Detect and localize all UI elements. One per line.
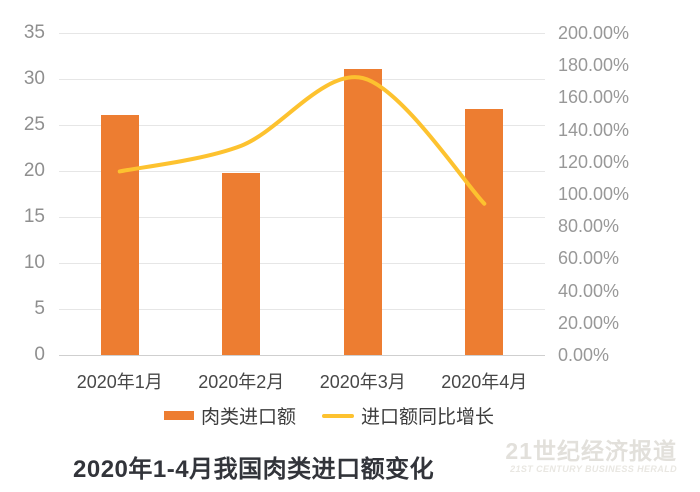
gridline: [59, 263, 545, 264]
left-axis-tick: 20: [23, 160, 45, 181]
gridline: [59, 217, 545, 218]
right-axis-tick: 200.00%: [558, 23, 630, 43]
right-axis-tick: 0.00%: [558, 345, 610, 365]
line-swatch-icon: [322, 413, 355, 418]
right-axis-tick: 140.00%: [558, 119, 630, 140]
gridline: [59, 79, 545, 80]
bar-2: [222, 172, 261, 355]
x-axis-label: 2020年4月: [441, 372, 528, 392]
x-axis-label: 2020年1月: [76, 372, 163, 392]
right-axis-tick: 60.00%: [558, 248, 620, 269]
watermark-main-text: 21世纪经济报道: [505, 438, 677, 464]
left-axis-tick: 30: [23, 68, 45, 89]
x-axis-label: 2020年2月: [198, 372, 285, 392]
chart-title: 2020年1-4月我国肉类进口额变化: [73, 456, 435, 483]
legend-label-bar: 肉类进口额: [201, 407, 297, 428]
right-axis-tick: 20.00%: [558, 312, 620, 333]
trend-line: [117, 75, 487, 206]
left-axis-tick: 25: [23, 114, 45, 135]
bar-1: [100, 114, 139, 355]
left-axis-tick: 15: [23, 206, 45, 227]
right-axis-tick: 100.00%: [558, 184, 630, 204]
bar-swatch-icon: [164, 411, 194, 420]
bar-3: [343, 68, 382, 355]
left-axis-tick: 0: [34, 344, 45, 365]
legend-item-line: 进口额同比增长: [322, 402, 494, 429]
right-axis-tick: 160.00%: [558, 87, 630, 108]
right-axis-tick: 40.00%: [558, 280, 620, 301]
watermark-sub-text: 21ST CENTURY BUSINESS HERALD: [510, 464, 677, 474]
right-axis-tick: 120.00%: [558, 151, 630, 172]
bar-4: [465, 109, 504, 355]
right-axis-tick: 80.00%: [558, 216, 620, 237]
x-axis-line: [59, 355, 545, 356]
watermark-logo: 21世纪经济报道 21ST CENTURY BUSINESS HERALD: [505, 438, 677, 475]
left-axis-tick: 10: [23, 252, 45, 273]
legend: 肉类进口额 进口额同比增长: [164, 402, 494, 429]
gridline: [59, 309, 545, 310]
legend-label-line: 进口额同比增长: [361, 407, 495, 428]
legend-item-bar: 肉类进口额: [164, 402, 296, 429]
gridline: [59, 33, 545, 34]
right-axis-tick: 180.00%: [558, 55, 630, 76]
x-axis-label: 2020年3月: [319, 372, 406, 392]
left-axis-tick: 35: [23, 22, 45, 43]
left-axis-tick: 5: [34, 298, 45, 319]
